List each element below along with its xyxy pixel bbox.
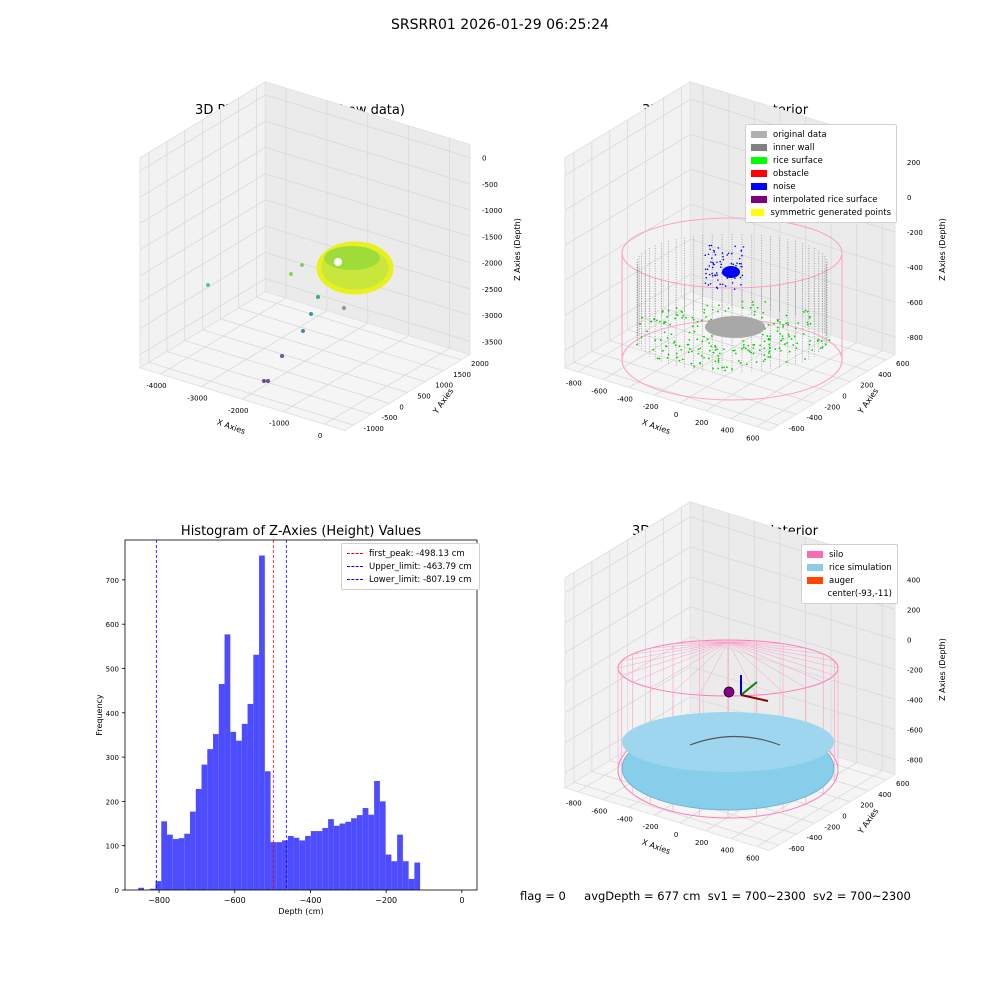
status-footer: flag = 0 avgDepth = 677 cm sv1 = 700~230… [520,889,911,903]
x-axis-label: X Axies [641,838,672,857]
y-axis-label: Y Axies [856,807,881,837]
z-tick-label: 400 [907,577,920,585]
legend-rice-simulation: rice simulation [807,561,892,574]
sv1-text: sv1 = 700~2300 [708,889,806,903]
z-tick-label: 0 [907,637,911,645]
y-tick-label: 0 [842,813,846,821]
flag-text: flag = 0 [520,889,566,903]
z-axis-label: Z Axies (Depth) [938,638,947,701]
z-tick-label: 200 [907,607,920,615]
x-tick-label: -200 [643,823,659,831]
rice-simulation-surface [622,712,834,772]
x-tick-label: -400 [617,815,633,823]
legend-auger: auger [807,574,892,587]
y-tick-label: -600 [789,845,805,853]
z-tick-label: -800 [907,757,923,765]
z-tick-label: -200 [907,667,923,675]
x-tick-label: 600 [746,855,759,863]
x-tick-label: -600 [591,808,607,816]
y-tick-label: 400 [878,791,891,799]
plot4-legend: silo rice simulation auger center(-93,-1… [801,544,898,604]
avg-depth-text: avgDepth = 677 cm [584,889,700,903]
x-tick-label: 400 [721,847,734,855]
z-tick-label: -600 [907,727,923,735]
y-tick-label: -200 [824,823,840,831]
sv2-text: sv2 = 700~2300 [813,889,911,903]
x-tick-label: 200 [695,839,708,847]
legend-center: center(-93,-11) [807,587,892,600]
center-marker [724,687,734,697]
y-tick-label: -400 [806,834,822,842]
x-tick-label: -800 [566,800,582,808]
legend-silo: silo [807,548,892,561]
x-tick-label: 0 [674,831,678,839]
z-tick-label: -400 [907,697,923,705]
y-tick-label: 600 [896,780,909,788]
